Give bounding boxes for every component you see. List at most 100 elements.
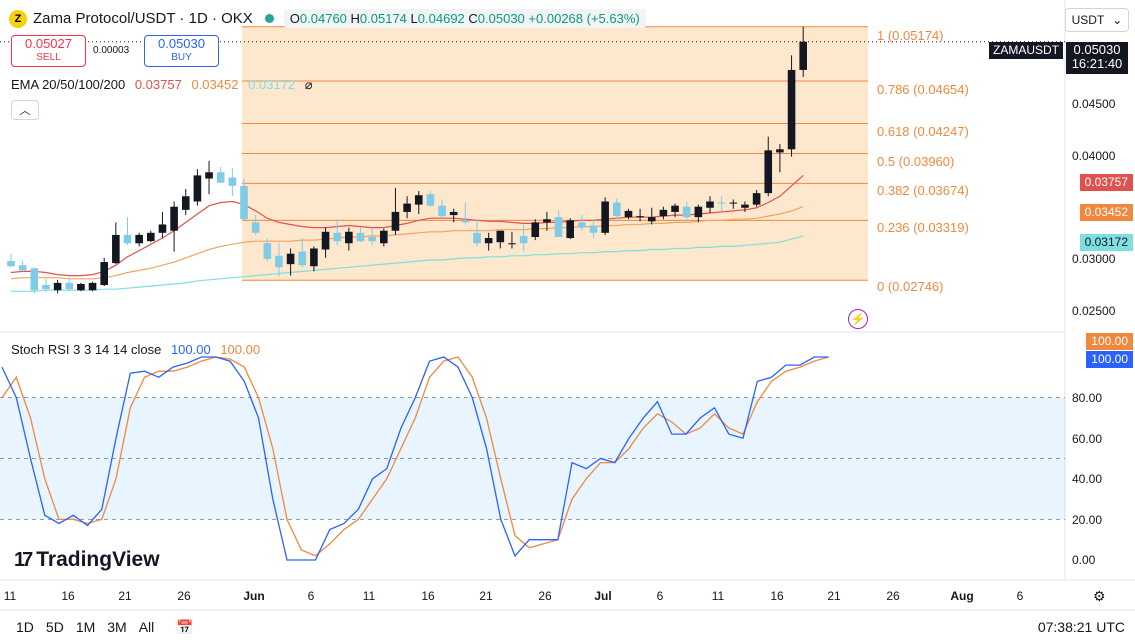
range-all[interactable]: All (138, 619, 155, 635)
candle-body (543, 219, 551, 223)
price-tick: 0.04500 (1072, 97, 1116, 111)
rsi-tick: 0.00 (1072, 553, 1096, 567)
range-1m[interactable]: 1M (75, 619, 96, 635)
candle-body (391, 211, 400, 231)
range-5d[interactable]: 5D (45, 619, 64, 635)
candle-body (42, 285, 50, 290)
candle-body (647, 217, 656, 222)
sell-button[interactable]: 0.05027 SELL (11, 35, 86, 67)
candle-body (298, 251, 307, 266)
fib-label: 0.5 (0.03960) (877, 154, 955, 169)
ema50-line (10, 206, 804, 280)
candle-body (275, 255, 283, 268)
candle-body (508, 243, 516, 245)
utc-clock[interactable]: 07:38:21 UTC (1037, 619, 1125, 635)
candle-body (170, 206, 178, 231)
candle-body (321, 231, 330, 250)
candle-body (147, 232, 155, 242)
stoch-rsi-legend[interactable]: Stoch RSI 3 3 14 14 close 100.00 100.00 (11, 342, 261, 357)
candle-body (53, 282, 62, 291)
candle-body (88, 282, 97, 291)
chevron-down-icon: ⌄ (1112, 13, 1123, 27)
candle-body (380, 230, 388, 244)
candle-body (554, 217, 563, 237)
rsi-tick: 40.00 (1072, 472, 1103, 486)
candle-body (741, 204, 749, 208)
rsi-tick: 60.00 (1072, 432, 1103, 446)
candle-body (578, 222, 586, 228)
candle-body (519, 235, 528, 244)
candle-body (438, 205, 446, 217)
time-tick: Jun (243, 589, 265, 603)
stoch-k-badge: 100.00 (1086, 351, 1133, 368)
candle-body (100, 262, 108, 286)
candle-body (706, 201, 714, 208)
candle-body (7, 261, 15, 267)
time-tick: 26 (538, 589, 552, 603)
ohlc-values: O0.04760 H0.05174 L0.04692 C0.05030 +0.0… (283, 9, 646, 28)
candle-body (333, 232, 341, 242)
candle-body (752, 193, 761, 205)
rsi-tick: 80.00 (1072, 391, 1103, 405)
candle-body (30, 268, 39, 291)
fib-label: 0.786 (0.04654) (877, 82, 969, 97)
time-tick: 6 (307, 589, 315, 603)
candle-body (694, 206, 703, 218)
stoch-d-line (1, 356, 829, 557)
candle-body (77, 283, 85, 291)
fib-label: 0 (0.02746) (877, 279, 944, 294)
candle-body (216, 172, 225, 183)
candle-body (65, 282, 74, 290)
candle-body (729, 202, 738, 204)
price-tick: 0.03000 (1072, 252, 1116, 266)
candle-body (484, 238, 493, 244)
price-tick: 0.04000 (1072, 149, 1116, 163)
time-tick: 11 (362, 589, 376, 603)
time-tick: 16 (61, 589, 75, 603)
time-tick: 26 (886, 589, 900, 603)
candle-body (496, 230, 505, 243)
time-tick: 21 (827, 589, 841, 603)
ema50-badge: 0.03452 (1079, 204, 1133, 221)
range-3m[interactable]: 3M (107, 619, 127, 635)
ema-legend[interactable]: EMA 20/50/100/200 0.03757 0.03452 0.0317… (11, 77, 313, 92)
time-tick: 6 (656, 589, 664, 603)
candle-body (251, 222, 260, 233)
symbol-header[interactable]: Z Zama Protocol/USDT · 1D · OKX O0.04760… (9, 9, 646, 28)
tradingview-logo-icon: 17 (14, 548, 33, 571)
candle-body (228, 177, 237, 186)
settings-icon[interactable]: ⚙ (1093, 588, 1106, 604)
spread-value: 0.00003 (93, 45, 130, 56)
symbol-title: Zama Protocol/USDT · 1D · OKX (33, 10, 253, 27)
candle-body (636, 216, 644, 218)
candle-body (356, 232, 365, 242)
time-tick: Jul (594, 589, 612, 603)
collapse-legend-button[interactable]: ︿ (11, 100, 39, 120)
range-1d[interactable]: 1D (16, 619, 34, 635)
currency-select[interactable]: USDT ⌄ (1065, 8, 1129, 32)
candle-body (764, 150, 773, 194)
fib-label: 1 (0.05174) (877, 28, 944, 43)
candle-body (799, 41, 807, 70)
date-range-icon[interactable]: 📅 (176, 618, 194, 635)
ema20-line (10, 174, 804, 277)
ema20-badge: 0.03757 (1079, 174, 1133, 191)
candle-body (286, 253, 295, 265)
time-tick: 26 (177, 589, 191, 603)
time-tick: 16 (421, 589, 435, 603)
fib-label: 0.236 (0.03319) (877, 220, 969, 235)
time-tick: 11 (711, 589, 725, 603)
candle-body (426, 194, 435, 206)
candle-body (112, 234, 120, 264)
buy-button[interactable]: 0.05030 BUY (144, 35, 219, 67)
candle-body (403, 203, 411, 212)
hide-icon[interactable]: ⌀ (304, 77, 313, 92)
time-tick: 16 (770, 589, 784, 603)
candle-body (18, 265, 27, 271)
candle-body (345, 231, 353, 244)
candle-body (461, 220, 470, 223)
zama-logo-icon: Z (9, 9, 27, 28)
lightning-icon[interactable]: ⚡ (848, 309, 868, 329)
candle-body (613, 202, 621, 217)
